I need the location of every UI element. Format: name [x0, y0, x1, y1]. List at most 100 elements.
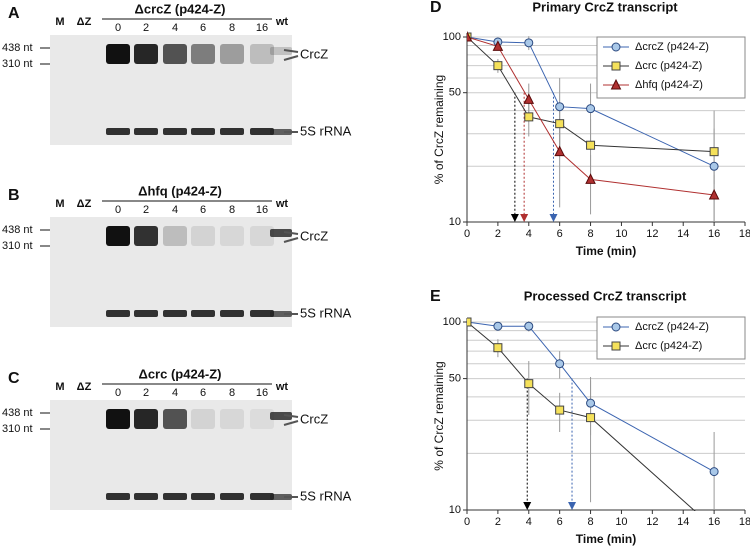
data-point [493, 343, 503, 353]
x-axis-label: Time (min) [576, 244, 636, 258]
band [191, 44, 215, 64]
size-marker: 310 nt [2, 240, 33, 252]
band [220, 128, 244, 135]
x-tick-label: 18 [739, 228, 750, 240]
y-axis-label: % of CrcZ remaining [432, 361, 446, 470]
band [134, 226, 158, 246]
arrow [283, 414, 299, 418]
series-line [467, 36, 715, 196]
y-tick-label: 100 [443, 31, 461, 43]
data-point [555, 102, 565, 112]
arrow-head [523, 502, 532, 510]
lane-label: ΔZ [77, 198, 92, 210]
band [134, 493, 158, 500]
data-point [493, 61, 503, 71]
band [191, 493, 215, 500]
data-point [585, 173, 596, 184]
data-point [708, 188, 720, 200]
x-tick-label: 8 [587, 516, 593, 528]
lane-label: M [55, 381, 64, 393]
data-point [524, 38, 534, 48]
x-tick-label: 4 [526, 516, 532, 528]
lane-label: 8 [229, 204, 235, 216]
arrow [283, 420, 299, 426]
y-tick-label: 50 [449, 372, 461, 384]
band-label: 5S rRNA [300, 488, 352, 503]
panel-letter: E [430, 288, 441, 305]
band [220, 493, 244, 500]
lane-label: M [55, 198, 64, 210]
x-tick-label: 6 [557, 228, 563, 240]
lane-label: 4 [172, 22, 178, 34]
data-point [555, 359, 565, 369]
panel-letter: D [430, 0, 442, 16]
series-line [467, 321, 696, 511]
band [191, 310, 215, 317]
band [270, 47, 292, 55]
arrow [283, 49, 299, 53]
legend-label: ΔcrcZ (p424-Z) [635, 41, 709, 53]
band [106, 409, 130, 429]
lane-label: 2 [143, 387, 149, 399]
x-axis-label: Time (min) [576, 532, 636, 546]
lane-label: wt [275, 381, 289, 393]
lane-label: 0 [115, 22, 121, 34]
lanes-title: ΔcrcZ (p424-Z) [135, 1, 226, 16]
data-point [586, 140, 596, 150]
legend-marker [611, 61, 621, 71]
chart-title: Primary CrcZ transcript [532, 0, 678, 14]
lanes-title: Δhfq (p424-Z) [138, 183, 222, 198]
chart-title: Processed CrcZ transcript [524, 288, 687, 303]
band-label: CrcZ [300, 46, 328, 61]
lane-label: 2 [143, 22, 149, 34]
band [250, 493, 274, 500]
data-point [492, 40, 504, 51]
data-point [467, 30, 473, 42]
series-line [467, 321, 715, 473]
x-tick-label: 4 [526, 228, 532, 240]
data-point [523, 93, 535, 104]
x-tick-label: 6 [557, 516, 563, 528]
lane-label: 4 [172, 204, 178, 216]
y-tick-label: 100 [443, 316, 461, 328]
band [270, 494, 292, 500]
lane-label: ΔZ [77, 381, 92, 393]
lane-label: 0 [115, 204, 121, 216]
data-point [493, 321, 503, 331]
band [250, 226, 274, 246]
lanes-title: Δcrc (p424-Z) [138, 366, 221, 381]
band [250, 310, 274, 317]
lane-label: M [55, 16, 64, 28]
panel-letter: B [8, 187, 20, 204]
band [191, 409, 215, 429]
x-tick-label: 0 [464, 228, 470, 240]
x-tick-label: 0 [464, 516, 470, 528]
arrow [283, 237, 299, 243]
series-line [467, 36, 715, 167]
legend-box [596, 316, 746, 360]
size-marker: 438 nt [2, 224, 33, 236]
band [106, 128, 130, 135]
lane-label: wt [275, 198, 289, 210]
lane-label: ΔZ [77, 16, 92, 28]
data-point [524, 112, 534, 122]
lane-label: wt [275, 16, 289, 28]
arrow-head [568, 502, 577, 510]
y-tick-label: 10 [449, 216, 461, 228]
x-tick-label: 18 [739, 516, 750, 528]
band [250, 128, 274, 135]
data-point [709, 467, 719, 477]
y-tick-label: 10 [449, 504, 461, 516]
band [191, 128, 215, 135]
band [163, 226, 187, 246]
y-axis-label: % of CrcZ remaining [432, 75, 446, 184]
lane-label: 0 [115, 387, 121, 399]
x-tick-label: 14 [677, 228, 689, 240]
x-tick-label: 2 [495, 516, 501, 528]
legend-label: ΔcrcZ (p424-Z) [635, 321, 709, 333]
band-label: 5S rRNA [300, 305, 352, 320]
lane-label: 16 [256, 22, 268, 34]
band [220, 310, 244, 317]
size-marker: 310 nt [2, 58, 33, 70]
